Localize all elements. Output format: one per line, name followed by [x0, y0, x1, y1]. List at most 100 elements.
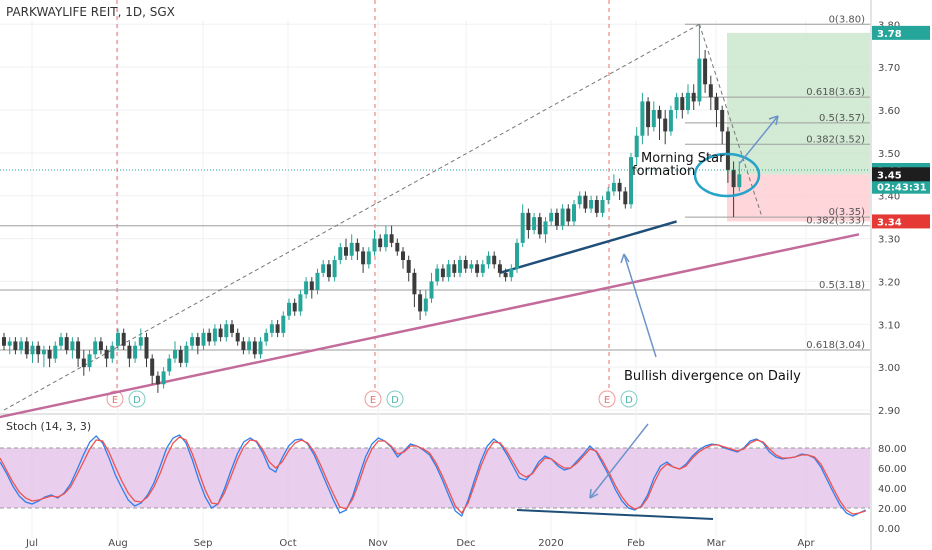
candle [47, 345, 52, 368]
candle [241, 337, 246, 355]
candle [458, 255, 462, 278]
loss-zone [727, 174, 870, 222]
candle [577, 191, 582, 209]
candle-body [338, 247, 343, 260]
fib-label: 0(3.35) [829, 207, 866, 218]
candle [93, 337, 98, 359]
stoch-d-line [0, 436, 866, 515]
candle-body [76, 341, 81, 359]
y-tick-label: 3.10 [878, 320, 900, 331]
earnings-marker[interactable] [364, 390, 382, 408]
dividend-marker[interactable] [620, 390, 638, 408]
candle [395, 238, 400, 256]
candle-body [235, 332, 240, 342]
candle [24, 337, 29, 359]
candle [383, 225, 388, 252]
candle-body [332, 260, 337, 278]
candle [668, 105, 673, 136]
stoch-y-tick-label: 60.00 [878, 464, 907, 475]
candle [480, 260, 485, 278]
candle [589, 195, 594, 213]
dividend-letter: D [133, 395, 141, 406]
candle-body [634, 135, 639, 158]
candle-body [657, 110, 662, 119]
projection-arrow[interactable] [739, 115, 779, 164]
candle-body [207, 332, 212, 342]
candle-body [230, 324, 234, 333]
price-tag [872, 214, 930, 229]
candle [475, 260, 480, 278]
candle-body [87, 354, 92, 368]
earnings-marker[interactable] [106, 390, 124, 408]
candle [674, 92, 679, 119]
candle-body [224, 324, 229, 338]
candle [646, 97, 651, 136]
dividend-marker[interactable] [128, 390, 146, 408]
candle-body [691, 92, 696, 102]
y-tick-label: 3.70 [878, 63, 900, 74]
candle-body [583, 195, 588, 209]
candle [178, 345, 183, 368]
candle [537, 212, 542, 239]
fib-label: 0.618(3.63) [806, 87, 865, 98]
stoch-divergence-line[interactable] [516, 509, 714, 520]
candle [389, 225, 394, 248]
candle-body [372, 238, 377, 252]
candle-body [577, 195, 582, 205]
price-tag-label: 3.45 [877, 170, 902, 181]
candle [423, 290, 428, 316]
candle-body [167, 358, 172, 372]
candle-body [725, 131, 730, 170]
earnings-marker[interactable] [598, 390, 616, 408]
candle-body [201, 332, 206, 346]
candle-body [378, 238, 383, 248]
candle [720, 105, 725, 145]
fib-label: 0.382(3.52) [806, 134, 865, 145]
candle-body [480, 264, 485, 273]
candle [503, 268, 508, 282]
candle-body [7, 341, 12, 346]
earnings-letter: E [604, 395, 610, 406]
candle-body [41, 350, 46, 355]
y-tick-label: 2.90 [878, 406, 900, 417]
candle [326, 260, 331, 282]
dividend-letter: D [625, 395, 633, 406]
candle [406, 255, 411, 282]
divergence-pointer-arrow[interactable] [623, 253, 657, 358]
candle [361, 247, 366, 273]
price-tag [872, 167, 930, 182]
candle [714, 92, 719, 128]
candle [224, 320, 229, 342]
candle [13, 337, 18, 355]
candle [697, 24, 702, 106]
candle [486, 251, 491, 269]
candle-body [110, 345, 115, 359]
candle [731, 161, 736, 218]
support-trend-line[interactable] [0, 233, 860, 419]
morning-star-highlight[interactable] [693, 152, 761, 198]
higher-lows-trend-line[interactable] [499, 220, 677, 275]
stoch-y-tick-label: 40.00 [878, 484, 907, 495]
candle [623, 187, 628, 209]
dividend-marker[interactable] [386, 390, 404, 408]
candle-body [218, 328, 223, 338]
candle [338, 242, 343, 265]
candle [275, 320, 280, 338]
candle [144, 332, 149, 368]
candle [355, 238, 360, 260]
candle-body [423, 298, 428, 312]
candle [401, 247, 405, 269]
candle-body [70, 341, 75, 350]
stoch-arrow[interactable] [589, 423, 649, 499]
candle [76, 337, 81, 368]
candle-body [640, 101, 645, 136]
candle [207, 328, 212, 346]
candle-body [560, 208, 565, 226]
candle-body [600, 200, 605, 213]
candle [173, 341, 177, 363]
candle-body [315, 272, 320, 290]
candle [469, 260, 474, 273]
x-tick-label: Apr [797, 538, 815, 549]
